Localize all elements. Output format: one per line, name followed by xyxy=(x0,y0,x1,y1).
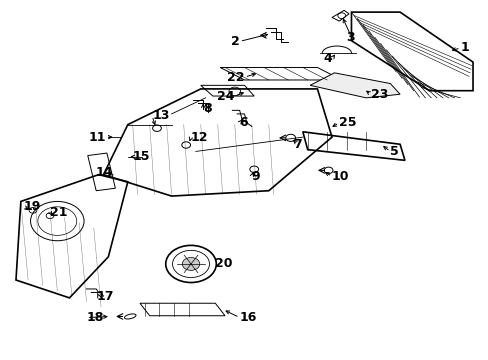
Text: 7: 7 xyxy=(292,138,301,151)
Text: 2: 2 xyxy=(230,35,239,48)
Text: 1: 1 xyxy=(460,41,468,54)
Text: 19: 19 xyxy=(23,200,41,213)
PathPatch shape xyxy=(309,73,399,98)
Text: 23: 23 xyxy=(370,88,387,101)
Text: 9: 9 xyxy=(251,170,260,183)
Text: 13: 13 xyxy=(152,109,169,122)
Text: 12: 12 xyxy=(191,131,208,144)
Text: 16: 16 xyxy=(239,311,257,324)
Circle shape xyxy=(182,257,200,270)
Text: 18: 18 xyxy=(86,311,103,324)
Text: 21: 21 xyxy=(50,206,67,219)
Bar xyxy=(87,153,115,191)
Text: 14: 14 xyxy=(96,166,113,179)
Text: 24: 24 xyxy=(217,90,234,103)
Text: 20: 20 xyxy=(215,257,232,270)
Text: 6: 6 xyxy=(239,116,248,129)
Text: 8: 8 xyxy=(203,102,211,115)
Text: 3: 3 xyxy=(346,31,354,44)
Text: 17: 17 xyxy=(96,289,114,303)
Text: 10: 10 xyxy=(331,170,349,183)
Text: 22: 22 xyxy=(226,71,244,84)
Text: 25: 25 xyxy=(339,116,356,129)
Text: 4: 4 xyxy=(323,52,331,65)
Text: 11: 11 xyxy=(88,131,106,144)
Text: 5: 5 xyxy=(389,145,398,158)
Text: 15: 15 xyxy=(132,150,150,163)
